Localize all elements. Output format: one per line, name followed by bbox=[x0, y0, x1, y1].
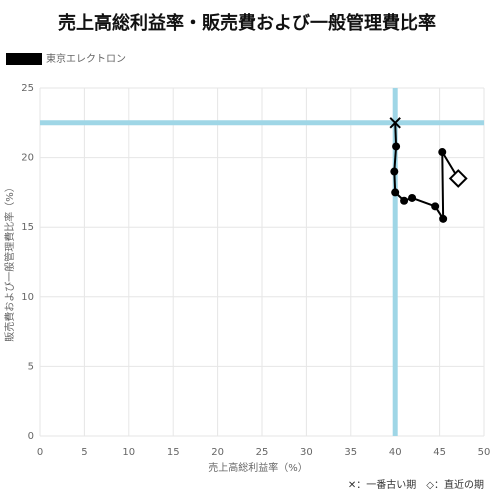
x-tick-label: 50 bbox=[478, 447, 491, 458]
x-tick-label: 15 bbox=[167, 447, 180, 458]
point bbox=[439, 214, 448, 223]
x-tick-label: 35 bbox=[344, 447, 357, 458]
y-tick-label: 10 bbox=[21, 292, 34, 303]
x-tick-label: 30 bbox=[300, 447, 313, 458]
x-tick-label: 10 bbox=[122, 447, 135, 458]
latest-marker bbox=[448, 169, 468, 188]
point bbox=[408, 193, 417, 202]
point bbox=[391, 188, 400, 197]
point bbox=[390, 167, 399, 176]
x-tick-label: 20 bbox=[211, 447, 224, 458]
y-axis-label: 販売費および一般管理費比率（%） bbox=[3, 182, 16, 342]
point bbox=[400, 196, 409, 205]
point bbox=[438, 148, 447, 157]
x-axis-label: 売上高総利益率（%） bbox=[208, 461, 308, 474]
point bbox=[392, 142, 401, 151]
y-tick-label: 5 bbox=[28, 361, 34, 372]
oldest-marker bbox=[389, 117, 401, 129]
x-tick-label: 25 bbox=[256, 447, 269, 458]
x-tick-label: 0 bbox=[37, 447, 43, 458]
legend-label: 東京エレクトロン bbox=[46, 52, 126, 65]
y-tick-label: 0 bbox=[28, 431, 34, 442]
note: ✕：一番古い期 ◇：直近の期 bbox=[348, 478, 484, 491]
y-tick-label: 15 bbox=[21, 222, 34, 233]
x-tick-label: 40 bbox=[389, 447, 402, 458]
point bbox=[431, 202, 440, 211]
series-line bbox=[393, 122, 460, 223]
chart-title: 売上高総利益率・販売費および一般管理費比率 bbox=[58, 12, 436, 34]
y-tick-label: 20 bbox=[21, 153, 34, 164]
legend-swatch bbox=[6, 53, 42, 65]
x-tick-label: 5 bbox=[81, 447, 87, 458]
y-tick-label: 25 bbox=[21, 83, 34, 94]
x-tick-label: 45 bbox=[433, 447, 446, 458]
